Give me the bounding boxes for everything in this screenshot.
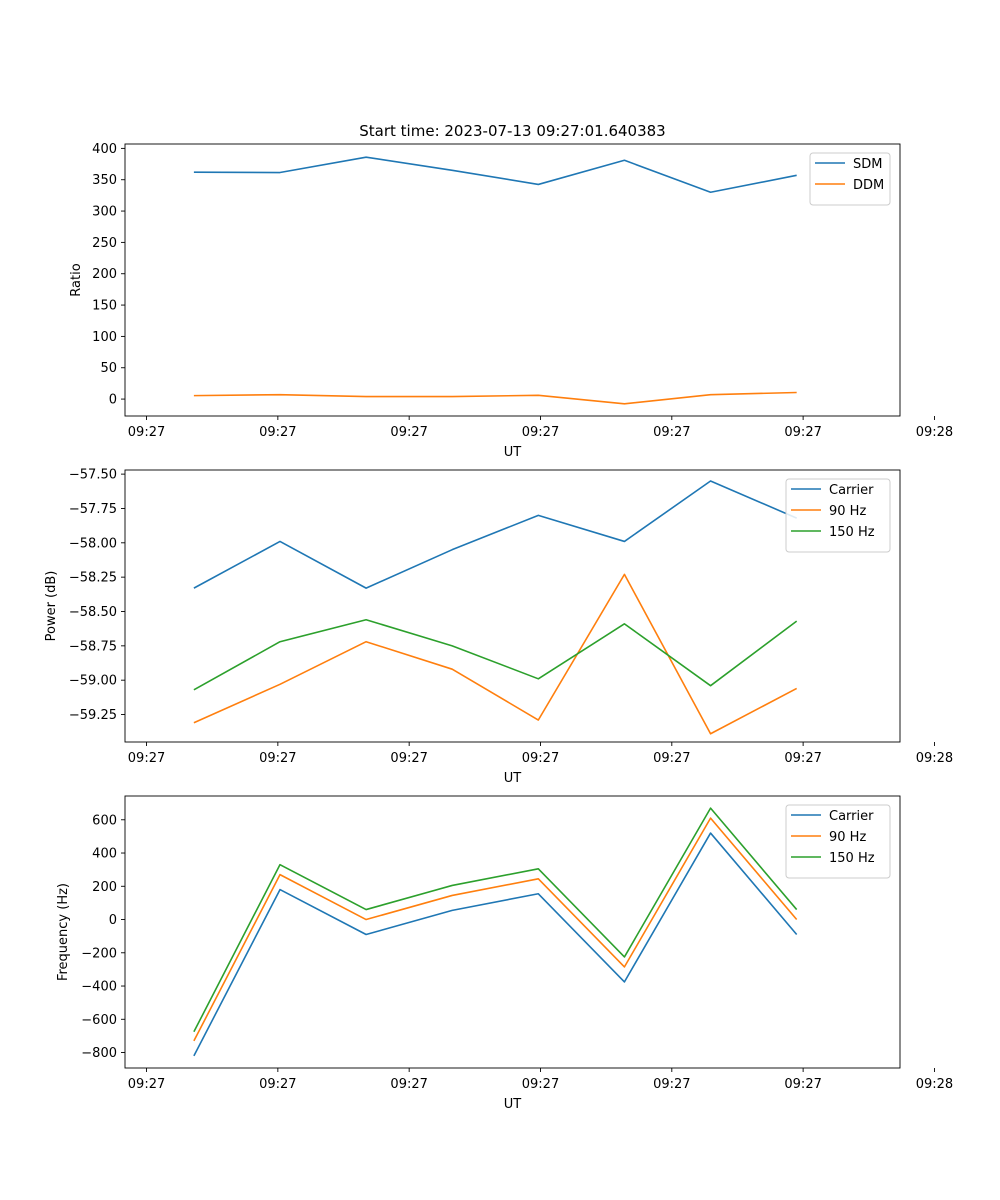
y-tick-label: −59.25	[69, 708, 117, 723]
y-tick-label: −800	[81, 1046, 117, 1061]
legend-label: DDM	[853, 178, 884, 193]
y-axis-label: Power (dB)	[44, 571, 59, 642]
x-tick-label: 09:27	[522, 751, 559, 766]
y-tick-label: 250	[92, 236, 117, 251]
x-tick-label: 09:27	[128, 1077, 165, 1092]
legend-label: 90 Hz	[829, 830, 866, 845]
series-line-90-hz	[193, 817, 798, 1042]
y-tick-label: 400	[92, 847, 117, 862]
y-tick-label: −57.50	[69, 468, 117, 483]
y-tick-label: −58.75	[69, 639, 117, 654]
legend-label: 90 Hz	[829, 504, 866, 519]
series-line-sdm	[193, 156, 797, 194]
legend-box	[785, 478, 891, 553]
x-tick-label: 09:27	[784, 1077, 821, 1092]
legend-box	[809, 152, 891, 206]
x-axis-label: UT	[504, 1097, 522, 1112]
x-tick-label: 09:27	[390, 751, 427, 766]
y-tick-label: 0	[109, 913, 117, 928]
series-line-150-hz	[193, 807, 798, 1033]
legend-label: SDM	[853, 157, 882, 172]
y-axis-label: Ratio	[69, 263, 84, 296]
x-tick-label: 09:27	[653, 425, 690, 440]
figure-title: Start time: 2023-07-13 09:27:01.640383	[359, 122, 665, 140]
y-tick-label: −57.75	[69, 502, 117, 517]
axes-frame	[124, 143, 901, 417]
legend: Carrier 90 Hz 150 Hz	[785, 478, 891, 553]
legend-label: Carrier	[829, 809, 874, 824]
x-tick-label: 09:27	[259, 425, 296, 440]
y-tick-label: −200	[81, 946, 117, 961]
x-tick-label: 09:27	[522, 1077, 559, 1092]
chart-panel-1: 09:27 09:27 09:27 09:27 09:27 09:27 09:28 0 50 10…	[69, 142, 953, 460]
x-tick-label: 09:27	[653, 1077, 690, 1092]
y-axis-label: Frequency (Hz)	[56, 883, 71, 981]
axes-frame	[124, 469, 901, 743]
axes-frame	[124, 795, 901, 1069]
x-tick-label: 09:28	[916, 751, 953, 766]
y-tick-label: −58.50	[69, 605, 117, 620]
series-line-carrier	[193, 480, 797, 589]
x-tick-label: 09:27	[784, 751, 821, 766]
x-tick-label: 09:27	[522, 425, 559, 440]
chart-panel-2: 09:27 09:27 09:27 09:27 09:27 09:27 09:28 −59.2…	[44, 468, 953, 786]
x-tick-label: 09:27	[653, 751, 690, 766]
series-line-90-hz	[193, 573, 798, 735]
legend-label: Carrier	[829, 483, 874, 498]
legend-label: 150 Hz	[829, 851, 875, 866]
y-tick-label: 150	[92, 299, 117, 314]
legend-box	[785, 804, 891, 879]
legend: SDM DDM	[809, 152, 891, 206]
y-tick-label: −600	[81, 1013, 117, 1028]
legend: Carrier 90 Hz 150 Hz	[785, 804, 891, 879]
series-line-ddm	[193, 391, 797, 405]
y-tick-label: −59.00	[69, 674, 117, 689]
y-tick-label: 50	[100, 361, 117, 376]
y-tick-label: 0	[109, 393, 117, 408]
x-tick-label: 09:27	[784, 425, 821, 440]
series-line-150-hz	[193, 618, 798, 691]
x-tick-label: 09:28	[916, 1077, 953, 1092]
y-tick-label: −58.00	[69, 536, 117, 551]
x-axis-label: UT	[504, 445, 522, 460]
y-tick-label: 300	[92, 205, 117, 220]
y-tick-label: −400	[81, 980, 117, 995]
x-tick-label: 09:27	[259, 751, 296, 766]
y-tick-label: −58.25	[69, 571, 117, 586]
x-tick-label: 09:28	[916, 425, 953, 440]
y-tick-label: 100	[92, 330, 117, 345]
x-axis-label: UT	[504, 771, 522, 786]
y-tick-label: 200	[92, 880, 117, 895]
y-tick-label: 200	[92, 267, 117, 282]
x-tick-label: 09:27	[128, 425, 165, 440]
y-tick-label: 350	[92, 173, 117, 188]
series-line-carrier	[193, 832, 798, 1057]
x-tick-label: 09:27	[128, 751, 165, 766]
chart-panel-3: 09:27 09:27 09:27 09:27 09:27 09:27 09:28 −800 −…	[56, 795, 953, 1112]
legend-label: 150 Hz	[829, 525, 875, 540]
x-tick-label: 09:27	[390, 425, 427, 440]
x-tick-label: 09:27	[390, 1077, 427, 1092]
y-tick-label: 600	[92, 813, 117, 828]
x-tick-label: 09:27	[259, 1077, 296, 1092]
y-tick-label: 400	[92, 142, 117, 157]
